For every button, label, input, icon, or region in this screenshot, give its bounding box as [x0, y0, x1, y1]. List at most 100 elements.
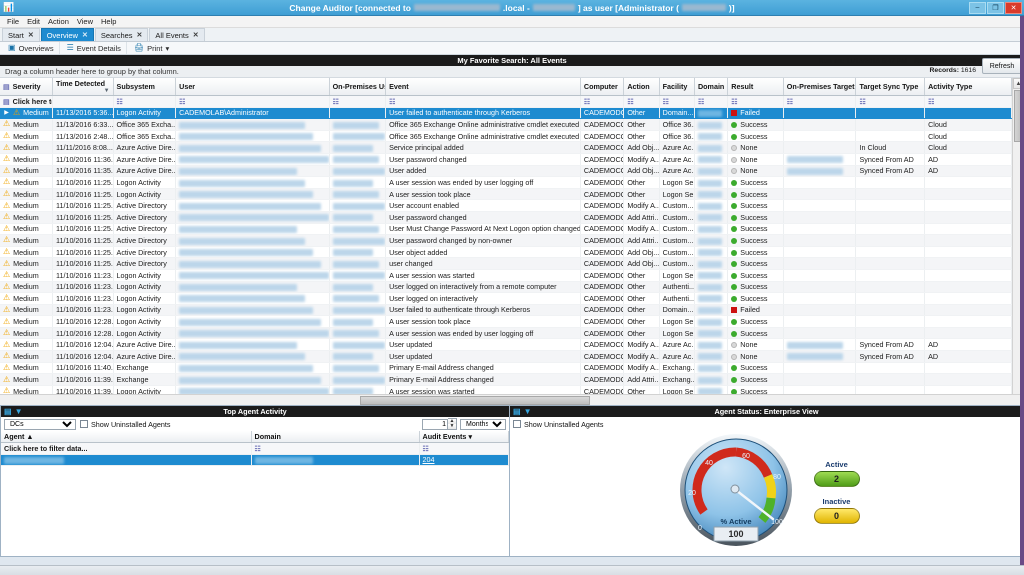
- col-activity_type[interactable]: Activity Type: [924, 78, 1012, 96]
- table-row[interactable]: ⚠ Medium 11/10/2016 11:25... Active Directo…: [0, 211, 1012, 224]
- tab-searches[interactable]: Searches ✕: [94, 28, 149, 41]
- col-onprem_user[interactable]: On-Premises User: [329, 78, 387, 96]
- domain-filter-cell[interactable]: ☷: [251, 442, 420, 455]
- col-action[interactable]: Action: [623, 78, 660, 96]
- minimize-button[interactable]: –: [969, 1, 986, 14]
- computer-filter-cell[interactable]: ☷: [580, 95, 625, 108]
- col-computer[interactable]: Computer: [580, 78, 625, 96]
- col-event[interactable]: Event: [385, 78, 581, 96]
- menu-item-action[interactable]: Action: [48, 17, 69, 26]
- time-filter-cell[interactable]: [52, 95, 114, 108]
- period-stepper[interactable]: ▲ ▼: [422, 418, 457, 430]
- show-uninstalled-agents-checkbox-left[interactable]: Show Uninstalled Agents: [80, 420, 171, 429]
- action-filter-cell[interactable]: ☷: [623, 95, 660, 108]
- table-row[interactable]: ⚠ Medium 11/10/2016 11:36... Azure Active D…: [0, 153, 1012, 166]
- filter-row-icon[interactable]: ▤: [3, 98, 10, 106]
- checkbox-box-left[interactable]: [80, 420, 88, 428]
- tab-searches-close-icon[interactable]: ✕: [136, 32, 143, 39]
- period-increment-icon[interactable]: ▲: [448, 418, 456, 424]
- table-row[interactable]: ▶ ⚠ Medium 11/13/2016 5:36... Logon Activity…: [0, 107, 1012, 120]
- event-details-button[interactable]: ☰ Event Details: [62, 42, 127, 54]
- menu-item-help[interactable]: Help: [101, 17, 117, 26]
- activity_type-filter-cell[interactable]: ☷: [924, 95, 1012, 108]
- table-row[interactable]: ⚠ Medium 11/10/2016 11:23... Logon Activity…: [0, 304, 1012, 317]
- col-severity[interactable]: ▤ Severity: [0, 78, 53, 96]
- period-unit-select[interactable]: Months: [460, 418, 506, 430]
- col-domain[interactable]: Domain: [694, 78, 729, 96]
- filter-builder-icon-onprem_user[interactable]: ☷: [332, 98, 339, 106]
- filter-builder-icon-onprem_target[interactable]: ☷: [786, 98, 794, 106]
- table-row[interactable]: ⚠ Medium 11/10/2016 12:28... Logon Activity…: [0, 327, 1012, 340]
- export-icon-right[interactable]: ▤: [513, 407, 521, 416]
- filter-icon[interactable]: ▼: [14, 407, 23, 416]
- sync_type-filter-cell[interactable]: ☷: [855, 95, 926, 108]
- tab-start[interactable]: Start ✕: [2, 28, 40, 41]
- table-row[interactable]: ⚠ Medium 11/10/2016 12:04... Azure Active D…: [0, 350, 1012, 363]
- show-uninstalled-agents-checkbox-right[interactable]: Show Uninstalled Agents: [513, 420, 604, 429]
- filter-builder-icon-domain[interactable]: ☷: [254, 445, 261, 453]
- overviews-button[interactable]: ▣ Overviews: [3, 42, 60, 54]
- facility-filter-cell[interactable]: ☷: [659, 95, 695, 108]
- kpi-active-value[interactable]: 2: [813, 471, 860, 487]
- table-row[interactable]: ⚠ Medium 11/10/2016 11:39... Exchange Primar…: [0, 373, 1012, 386]
- agent-filter-cell[interactable]: Click here to filter data...: [1, 442, 252, 455]
- severity-filter-cell[interactable]: ▤Click here to filter data...: [0, 95, 53, 108]
- maximize-button[interactable]: ❐: [987, 1, 1004, 14]
- audit-events-link[interactable]: 204: [422, 455, 435, 465]
- row-expander-icon[interactable]: ▶: [4, 110, 9, 117]
- events-filter-row[interactable]: ▤Click here to filter data... ☷ ☷ ☷ ☷ ☷ ☷ ☷ ☷ ☷ ☷ ☷…: [0, 95, 1012, 108]
- table-row[interactable]: ⚠ Medium 11/10/2016 11:25... Active Directo…: [0, 246, 1012, 259]
- table-row[interactable]: ⚠ Medium 11/10/2016 11:25... Active Directo…: [0, 199, 1012, 212]
- close-button[interactable]: ✕: [1005, 1, 1022, 14]
- col-agent[interactable]: Agent ▲: [1, 431, 252, 443]
- export-icon[interactable]: ▤: [4, 407, 12, 416]
- tab-overview-close-icon[interactable]: ✕: [81, 32, 88, 39]
- table-row[interactable]: ⚠ Medium 11/13/2016 2:48... Office 365 Exch…: [0, 130, 1012, 143]
- col-onprem_target[interactable]: On-Premises Target: [783, 78, 857, 96]
- col-result[interactable]: Result: [727, 78, 784, 96]
- table-row[interactable]: ⚠ Medium 11/10/2016 11:25... Active Directo…: [0, 223, 1012, 236]
- filter-builder-icon-domain[interactable]: ☷: [697, 98, 705, 106]
- col-subsystem[interactable]: Subsystem: [113, 78, 177, 96]
- table-row[interactable]: ⚠ Medium 11/10/2016 11:25... Active Directo…: [0, 234, 1012, 247]
- refresh-button[interactable]: Refresh: [982, 58, 1022, 74]
- tab-all-events-close-icon[interactable]: ✕: [192, 32, 199, 39]
- filter-builder-icon-user[interactable]: ☷: [179, 98, 186, 106]
- user-filter-cell[interactable]: ☷: [175, 95, 330, 108]
- filter-builder-icon-computer[interactable]: ☷: [583, 98, 591, 106]
- audit-events-filter-cell[interactable]: ☷: [419, 442, 509, 455]
- kpi-inactive-value[interactable]: 0: [813, 508, 860, 524]
- filter-builder-icon-result[interactable]: ☷: [731, 98, 738, 106]
- table-row[interactable]: ⚠ Medium 11/10/2016 11:25... Logon Activity…: [0, 176, 1012, 189]
- col-facility[interactable]: Facility: [659, 78, 695, 96]
- col-domain[interactable]: Domain: [251, 431, 420, 443]
- col-user[interactable]: User: [175, 78, 330, 96]
- tab-overview[interactable]: Overview ✕: [40, 28, 94, 41]
- table-row[interactable]: ⚠ Medium 11/10/2016 11:40... Exchange Primar…: [0, 362, 1012, 375]
- period-decrement-icon[interactable]: ▼: [448, 423, 456, 429]
- print-caret-icon[interactable]: ▾: [165, 43, 170, 53]
- agent-scope-select[interactable]: DCs: [4, 418, 76, 430]
- filter-builder-icon-facility[interactable]: ☷: [662, 98, 669, 106]
- group-by-drop-area[interactable]: Drag a column header here to group by th…: [0, 58, 1024, 78]
- filter-icon-right[interactable]: ▼: [523, 407, 532, 416]
- table-row[interactable]: 204: [1, 454, 509, 466]
- menu-item-file[interactable]: File: [7, 17, 20, 26]
- onprem_target-filter-cell[interactable]: ☷: [783, 95, 857, 108]
- onprem_user-filter-cell[interactable]: ☷: [329, 95, 387, 108]
- col-sync_type[interactable]: Target Sync Type: [855, 78, 926, 96]
- menu-item-view[interactable]: View: [76, 17, 94, 26]
- domain-filter-cell[interactable]: ☷: [694, 95, 729, 108]
- table-row[interactable]: ⚠ Medium 11/10/2016 11:35... Azure Active D…: [0, 165, 1012, 178]
- col-time[interactable]: Time Detected ▼: [52, 78, 114, 96]
- filter-builder-icon-audit[interactable]: ☷: [422, 445, 429, 453]
- tab-all-events[interactable]: All Events ✕: [149, 28, 205, 41]
- menu-item-edit[interactable]: Edit: [27, 17, 41, 26]
- table-row[interactable]: ⚠ Medium 11/10/2016 11:23... Logon Activity…: [0, 269, 1012, 282]
- column-chooser-icon[interactable]: ▤: [3, 84, 10, 91]
- filter-builder-icon-activity_type[interactable]: ☷: [928, 98, 935, 106]
- table-row[interactable]: ⚠ Medium 11/13/2016 6:33... Office 365 Exch…: [0, 118, 1012, 131]
- filter-builder-icon-action[interactable]: ☷: [627, 98, 634, 106]
- column-chooser-icon[interactable]: ▾: [468, 432, 473, 441]
- table-row[interactable]: ⚠ Medium 11/10/2016 11:25... Active Directo…: [0, 257, 1012, 270]
